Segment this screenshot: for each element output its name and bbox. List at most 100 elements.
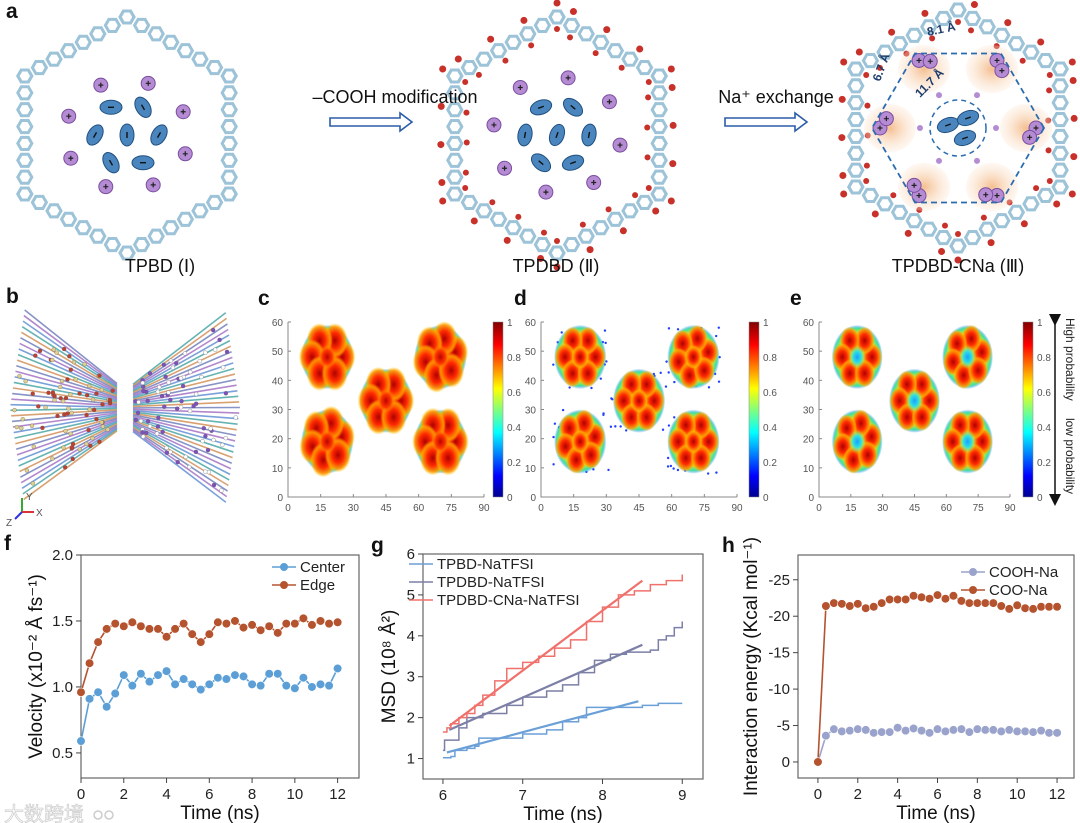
- atom: [29, 423, 35, 428]
- oxygen-atom: [553, 0, 561, 7]
- series-tpdbd-cna-natfsi: [442, 574, 684, 733]
- data-point: [1044, 728, 1054, 738]
- data-point: [119, 670, 129, 680]
- atom: [65, 377, 70, 382]
- oxygen-atom: [838, 134, 846, 142]
- oxygen-atom: [463, 139, 470, 146]
- framework-ring: [16, 85, 34, 101]
- data-point: [972, 724, 982, 734]
- oxygen-atom: [618, 64, 625, 71]
- pore-pocket: [898, 162, 950, 211]
- framework-ring: [949, 2, 967, 18]
- data-point: [144, 677, 155, 687]
- oxygen-atom: [475, 71, 482, 78]
- oxygen-atom: [439, 65, 447, 73]
- oxygen-atom: [652, 207, 660, 215]
- x-tick-label: 4: [893, 786, 901, 803]
- chain-strand: [132, 408, 240, 414]
- oxygen-atom: [667, 197, 675, 205]
- oxygen-atom: [929, 35, 936, 42]
- data-point: [861, 603, 871, 613]
- y-tick-label: 3: [407, 669, 415, 686]
- framework-ring: [847, 162, 865, 178]
- data-point: [988, 725, 998, 735]
- chain-strand: [132, 345, 232, 394]
- pore-pocket: [1000, 104, 1052, 152]
- data-point: [932, 724, 943, 734]
- atom: [84, 441, 89, 447]
- atom: [77, 391, 82, 396]
- data-point: [324, 619, 334, 629]
- atom: [50, 390, 56, 395]
- oxygen-atom: [554, 238, 560, 244]
- y-tick-label: 2.0: [52, 547, 73, 564]
- chain-strand: [14, 376, 118, 401]
- atom: [87, 407, 92, 412]
- framework-ring: [446, 68, 464, 84]
- data-point: [170, 624, 180, 634]
- atom: [199, 374, 204, 380]
- heatmap-x-tick: 75: [973, 503, 985, 514]
- data-point: [136, 669, 146, 679]
- heatmaps: 0 15 30 45 60 75 90010203040506000.20.40.60.81…: [272, 318, 1051, 514]
- x-axis-label: Time (ns): [180, 803, 260, 823]
- cation-icon: [175, 104, 191, 120]
- chain-strand: [13, 413, 118, 434]
- heatmap-y-tick: 30: [272, 406, 284, 417]
- data-point: [1012, 726, 1022, 736]
- atom: [14, 424, 20, 430]
- framework-ring: [475, 51, 493, 67]
- x-axis-label: Time (ns): [523, 804, 603, 823]
- data-point: [1020, 726, 1030, 736]
- heatmap-panel-d: 0 15 30 45 60 75 90 0 10 20 30 40 50 60 0 0.2 0.4 0.6 0.8 1: [525, 318, 777, 514]
- atom: [46, 390, 51, 395]
- atom: [55, 413, 60, 419]
- oxygen-atom: [644, 124, 651, 131]
- chain-strand: [17, 353, 118, 396]
- oxygen-atom: [515, 213, 522, 220]
- atom: [161, 362, 167, 367]
- colorbar-tick: 0.4: [1037, 423, 1051, 434]
- framework-ring: [1051, 61, 1069, 77]
- atom: [174, 406, 180, 411]
- x-tick-label: 0: [814, 786, 822, 803]
- framework-ring: [1051, 95, 1069, 111]
- chain-strand: [17, 420, 118, 462]
- data-point: [221, 674, 232, 684]
- density-blob: [357, 366, 415, 435]
- framework-ring: [1051, 78, 1069, 94]
- atom: [88, 443, 93, 448]
- colorbar: [748, 321, 760, 498]
- anion-icon: [102, 152, 120, 174]
- atom: [66, 406, 71, 411]
- heatmap-x-tick: 75: [446, 503, 458, 514]
- colorbar: [1022, 321, 1034, 498]
- legend-label: Edge: [300, 577, 335, 594]
- data-point: [230, 616, 240, 626]
- heatmap-y-tick: 10: [272, 464, 284, 475]
- data-point: [307, 682, 317, 692]
- framework-ring: [876, 44, 894, 60]
- data-point: [837, 726, 847, 736]
- atom: [37, 348, 43, 354]
- atom: [140, 430, 145, 435]
- x-tick-label: 7: [519, 787, 527, 804]
- framework-ring: [533, 17, 552, 33]
- oxygen-atom: [1004, 19, 1012, 27]
- atom: [68, 367, 74, 372]
- chain-strand: [132, 422, 232, 470]
- data-point: [204, 679, 214, 689]
- framework-ring: [562, 237, 581, 253]
- heatmap-y-tick: 20: [525, 435, 537, 446]
- atom: [221, 365, 226, 370]
- atom: [105, 427, 110, 432]
- colorbar-tick: 0.2: [763, 458, 777, 469]
- atom: [219, 488, 224, 493]
- density-blob: [299, 405, 355, 478]
- atom: [168, 449, 173, 455]
- data-point: [845, 726, 855, 736]
- data-point: [213, 617, 223, 627]
- data-point: [821, 601, 831, 611]
- atom: [67, 354, 72, 359]
- framework-ring: [993, 213, 1011, 229]
